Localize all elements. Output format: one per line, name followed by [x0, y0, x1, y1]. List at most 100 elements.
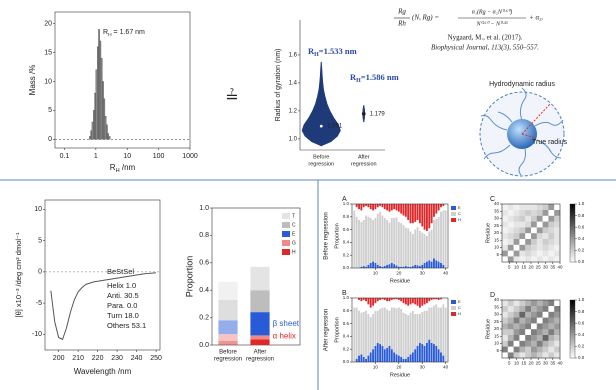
- heat-cell: [536, 227, 543, 234]
- colorbar-label: 0.4: [578, 236, 585, 241]
- bar: [102, 81, 104, 140]
- heat-cell: [525, 238, 532, 245]
- legend-label: T: [292, 213, 295, 219]
- heat-cell: [502, 221, 508, 228]
- heat-cell: [548, 346, 555, 353]
- heat-cell: [502, 323, 508, 330]
- bar-segment: [383, 204, 386, 210]
- x-tick-label: 240: [131, 355, 143, 362]
- bar-segment: [395, 265, 398, 268]
- bar-segment: [442, 304, 445, 356]
- y-tick-label: 20: [44, 20, 52, 27]
- bar-segment: [411, 204, 414, 224]
- legend-swatch: [451, 306, 456, 310]
- annotation: RH=1.533 nm: [308, 46, 357, 58]
- heat-cell: [531, 300, 537, 306]
- x-tick-label: 15: [521, 361, 527, 366]
- bar-segment: [400, 356, 403, 362]
- bar-segment: [372, 204, 375, 211]
- heat-cell: [525, 227, 532, 234]
- heat-cell: [531, 305, 537, 312]
- median-dot: [319, 124, 323, 128]
- bar-segment: [440, 352, 442, 362]
- series-label: α helix: [273, 331, 296, 340]
- bar-segment: [433, 298, 435, 300]
- legend-swatch: [451, 212, 456, 216]
- x-tick-label: 20: [396, 365, 402, 370]
- bar-segment: [218, 299, 238, 321]
- bar-segment: [379, 266, 382, 268]
- bar-segment: [428, 204, 431, 229]
- x-axis-label: Residue: [390, 372, 410, 378]
- heat-cell: [542, 215, 549, 222]
- bar-segment: [414, 314, 417, 350]
- bar-segment: [437, 307, 440, 350]
- y-tick-label: 10: [494, 245, 500, 250]
- heat-cell: [525, 340, 532, 347]
- heat-cell: [531, 317, 537, 324]
- heat-cell: [502, 340, 508, 347]
- heat-cell: [525, 215, 532, 222]
- bar-segment: [395, 354, 398, 362]
- heat-cell: [531, 334, 537, 341]
- citation-line: Biophysical Journal, 113(3), 550–557.: [431, 44, 539, 52]
- heat-cell: [519, 215, 526, 222]
- bar-segment: [250, 335, 270, 340]
- bar-segment: [444, 210, 447, 268]
- bar-segment: [360, 204, 363, 211]
- bar-segment: [442, 264, 445, 268]
- heat-cell: [536, 221, 543, 228]
- heat-cell: [502, 227, 508, 234]
- legend-swatch: [282, 213, 290, 219]
- y-axis-label: Proportion: [334, 317, 340, 342]
- bar-segment: [409, 204, 412, 224]
- bar-segment: [362, 220, 365, 267]
- heat-cell: [536, 215, 543, 222]
- y-tick-label: 20: [494, 326, 500, 331]
- heat-cell: [513, 209, 520, 216]
- bar-segment: [362, 204, 365, 208]
- x-tick-label: 220: [92, 355, 104, 362]
- heat-cell: [507, 250, 514, 257]
- bar-segment: [388, 310, 391, 346]
- bar: [99, 40, 102, 140]
- y-tick-label: 40: [494, 297, 500, 302]
- bar-segment: [386, 264, 389, 268]
- heat-cell: [519, 352, 526, 359]
- bar-segment: [374, 346, 377, 362]
- bar-segment: [374, 262, 377, 268]
- heat-cell: [525, 305, 532, 312]
- bar-segment: [402, 266, 405, 268]
- heat-cell: [502, 233, 508, 239]
- y-tick-label: 1.4: [289, 80, 298, 86]
- bar-segment: [407, 356, 410, 362]
- bar: [90, 130, 93, 140]
- bar-segment: [440, 204, 442, 208]
- annotation: Others 53.1: [107, 321, 146, 330]
- heat-cell: [531, 311, 537, 318]
- heat-cell: [542, 352, 549, 359]
- bar-segment: [435, 346, 438, 362]
- heat-cell: [554, 215, 561, 222]
- y-tick-label: 10: [34, 206, 42, 213]
- heat-cell: [548, 311, 555, 318]
- x-tick-label: 40: [557, 265, 563, 270]
- bar-segment: [404, 358, 407, 362]
- x-tick-label: 20: [396, 271, 402, 276]
- bar-segment: [395, 308, 398, 355]
- heat-cell: [554, 227, 561, 234]
- panel-label: A: [342, 196, 347, 203]
- y-tick-label: 10: [44, 78, 52, 85]
- bar-segment: [425, 236, 428, 262]
- heat-cell: [548, 340, 555, 347]
- heat-cell: [548, 209, 555, 216]
- heat-cell: [507, 323, 514, 330]
- x-tick-label: Before: [219, 350, 237, 356]
- x-tick-label: 20: [528, 361, 534, 366]
- heat-cell: [536, 334, 543, 341]
- heat-cell: [554, 352, 561, 359]
- colorbar-label: 0.0: [578, 259, 585, 264]
- bar-segment: [414, 229, 417, 265]
- bar-segment: [397, 204, 400, 212]
- heat-cell: [513, 233, 520, 239]
